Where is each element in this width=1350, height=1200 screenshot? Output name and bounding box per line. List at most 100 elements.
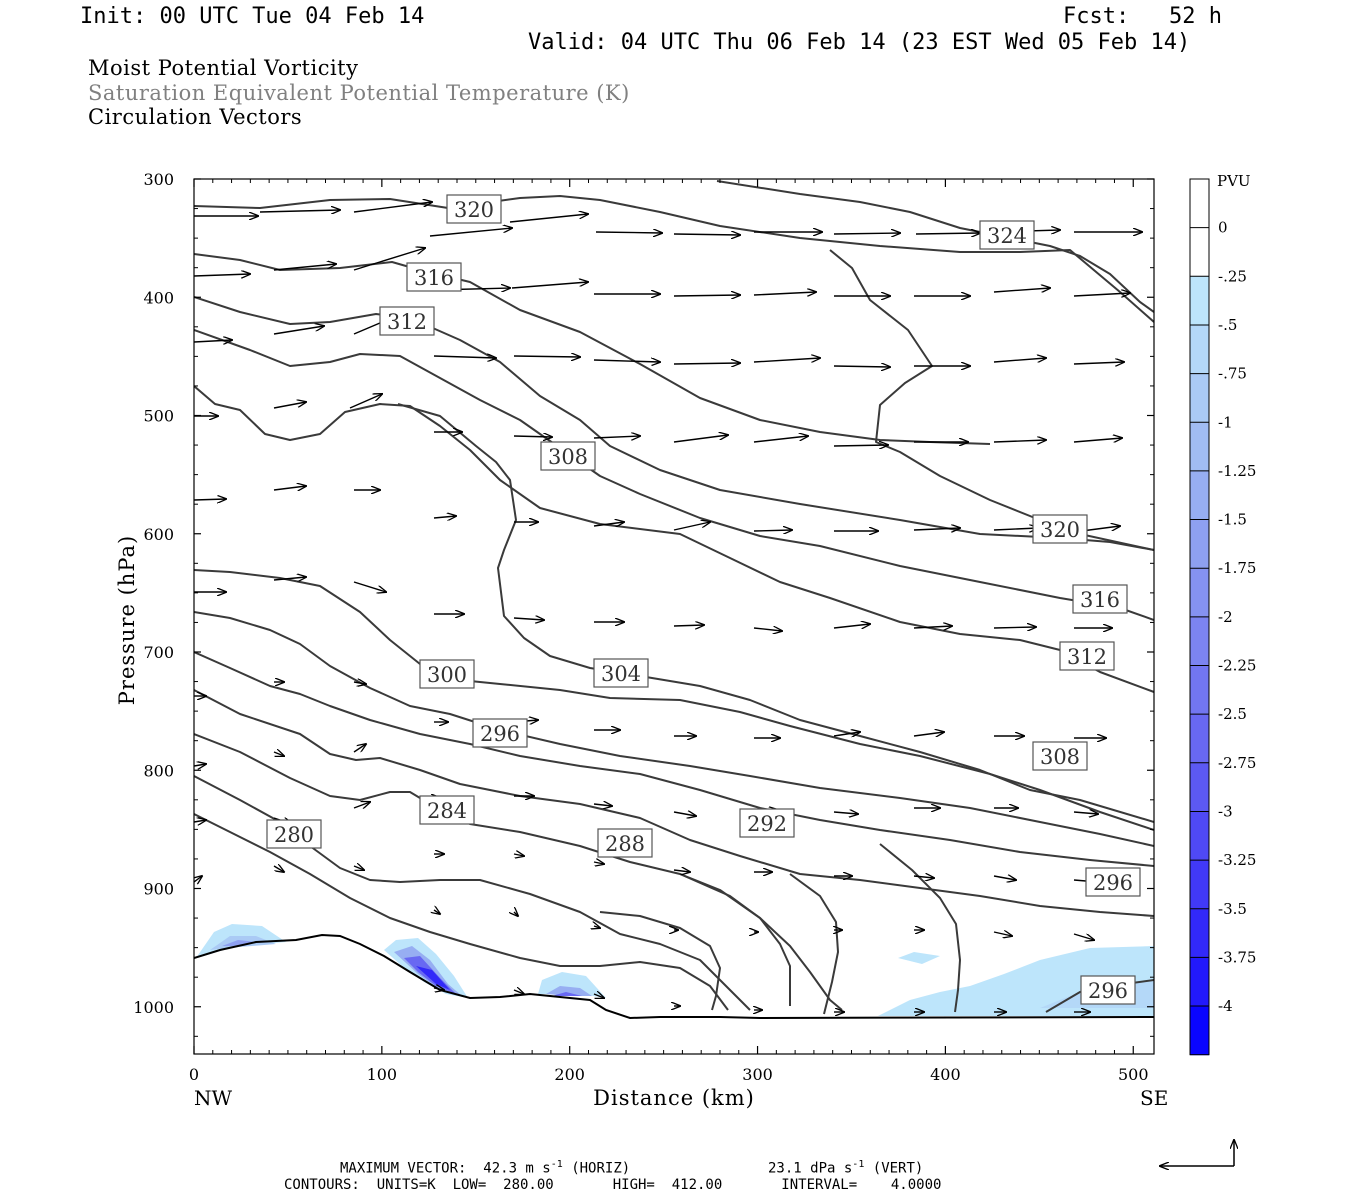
theta-es-contour: [716, 180, 1154, 313]
contour-label: 320: [1032, 514, 1088, 544]
circulation-vector: [273, 264, 336, 271]
circulation-vector: [433, 516, 456, 518]
pv-shading: [196, 924, 1154, 1016]
contour-label: 324: [979, 220, 1035, 250]
circulation-vector: [913, 626, 952, 628]
colorbar-swatch: [1190, 811, 1209, 861]
surface-line: [194, 933, 1154, 1020]
circulation-vector: [913, 732, 944, 736]
contour-label-box: [1080, 975, 1136, 1005]
contour-label: 312: [379, 306, 435, 336]
contour-label-text: 292: [747, 812, 787, 836]
colorbar-swatch: [1190, 762, 1209, 812]
contour-label-box: [593, 658, 649, 688]
colorbar-swatch: [1190, 665, 1209, 715]
circulation-vector: [673, 522, 710, 531]
circulation-vector: [593, 994, 604, 998]
contour-label-text: 312: [1067, 645, 1107, 669]
colorbar-swatch: [1190, 373, 1209, 423]
colorbar-label: -2.75: [1218, 754, 1256, 772]
colorbar-swatch: [1190, 568, 1209, 618]
contour-label-text: 304: [601, 662, 641, 686]
circulation-vector: [993, 932, 1012, 936]
colorbar-swatch: [1190, 422, 1209, 472]
circulation-vector: [753, 358, 820, 363]
circulation-vector: [753, 292, 816, 295]
colorbar-label: 0: [1218, 219, 1228, 237]
circulation-vector: [429, 228, 512, 237]
y-tick-label: 500: [143, 407, 174, 426]
y-axis-label: Pressure (hPa): [115, 535, 139, 705]
contour-label-text: 296: [1093, 871, 1133, 895]
theta-es-contour: [789, 873, 839, 1015]
colorbar-label: -1: [1218, 413, 1233, 431]
circulation-vector: [194, 876, 202, 882]
colorbar-swatch: [1190, 714, 1209, 764]
title-moist-pv: Moist Potential Vorticity: [88, 56, 359, 80]
contours-info: CONTOURS: UNITS=K LOW= 280.00 HIGH= 412.…: [284, 1177, 942, 1193]
colorbar-label: -3: [1218, 802, 1233, 820]
colorbar-swatch: [1190, 324, 1209, 375]
x-axis-label: Distance (km): [593, 1086, 755, 1110]
colorbar-label: -1.5: [1218, 511, 1247, 529]
circulation-vector: [993, 876, 1016, 880]
plot-frame: [193, 178, 1155, 1055]
y-tick-label: 600: [143, 525, 174, 544]
circulation-vector: [753, 530, 792, 531]
colorbar-swatch: [1190, 519, 1209, 569]
circulation-vector: [993, 358, 1046, 363]
contour-label-text: 308: [548, 445, 588, 469]
circulation-vector: [833, 366, 890, 367]
circulation-vector: [514, 912, 518, 916]
colorbar-swatch: [1190, 616, 1209, 666]
circulation-vector: [673, 812, 696, 816]
valid-time: Valid: 04 UTC Thu 06 Feb 14 (23 EST Wed …: [528, 30, 1191, 55]
circulation-vector: [673, 625, 704, 626]
contour-label-box: [1032, 514, 1088, 544]
contour-label-text: 316: [414, 266, 454, 290]
colorbar-swatch: [1190, 860, 1209, 910]
contour-label-text: 284: [427, 799, 467, 823]
x-tick-label: 200: [554, 1065, 585, 1084]
circulation-vector: [593, 360, 660, 362]
circulation-vector: [993, 288, 1050, 293]
theta-es-contour: [879, 843, 961, 1013]
theta-es-contour: [194, 733, 843, 1011]
pv-shade-region: [898, 952, 940, 964]
contour-label-text: 320: [454, 198, 494, 222]
x-tick-label: 500: [1118, 1065, 1149, 1084]
colorbar-label: -3.75: [1218, 948, 1256, 966]
contour-label: 320: [446, 194, 502, 224]
colorbar-swatch: [1190, 179, 1209, 229]
circulation-vector: [753, 436, 808, 443]
theta-es-contour: [194, 569, 1154, 831]
contour-label-box: [540, 441, 596, 471]
circulation-vector: [915, 233, 980, 234]
theta-es-contour: [194, 195, 1154, 323]
right-endpoint-label: SE: [1140, 1086, 1168, 1110]
theta-es-contour: [194, 296, 1154, 551]
colorbar-label: -.75: [1218, 365, 1247, 383]
circulation-vector: [194, 340, 232, 342]
colorbar-swatch: [1190, 227, 1209, 277]
contour-label-box: [266, 819, 322, 849]
pv-shade-region: [416, 966, 450, 990]
circulation-vector: [434, 910, 440, 914]
circulation-vector: [513, 356, 580, 357]
reference-vector-icon: [1160, 1140, 1234, 1166]
theta-es-contour: [194, 689, 1154, 917]
y-tick-label: 400: [143, 288, 174, 307]
circulation-vector: [593, 522, 624, 526]
max-vector-text: MAXIMUM VECTOR: 42.3 m s-1 (HORIZ): [340, 1159, 631, 1177]
circulation-vector: [993, 528, 1038, 530]
circulation-vector: [353, 682, 366, 684]
circulation-vector: [673, 295, 740, 296]
circulation-vector: [673, 234, 740, 235]
circulation-vector: [993, 440, 1046, 442]
theta-es-contour: [829, 249, 1154, 551]
circulation-vector: [273, 486, 306, 490]
contour-label: 288: [597, 828, 653, 858]
contour-labels: 320 316 312 308 324 320 316 312 308 304 300 296 284 2…: [266, 194, 1141, 1005]
circulation-vector: [913, 876, 934, 878]
